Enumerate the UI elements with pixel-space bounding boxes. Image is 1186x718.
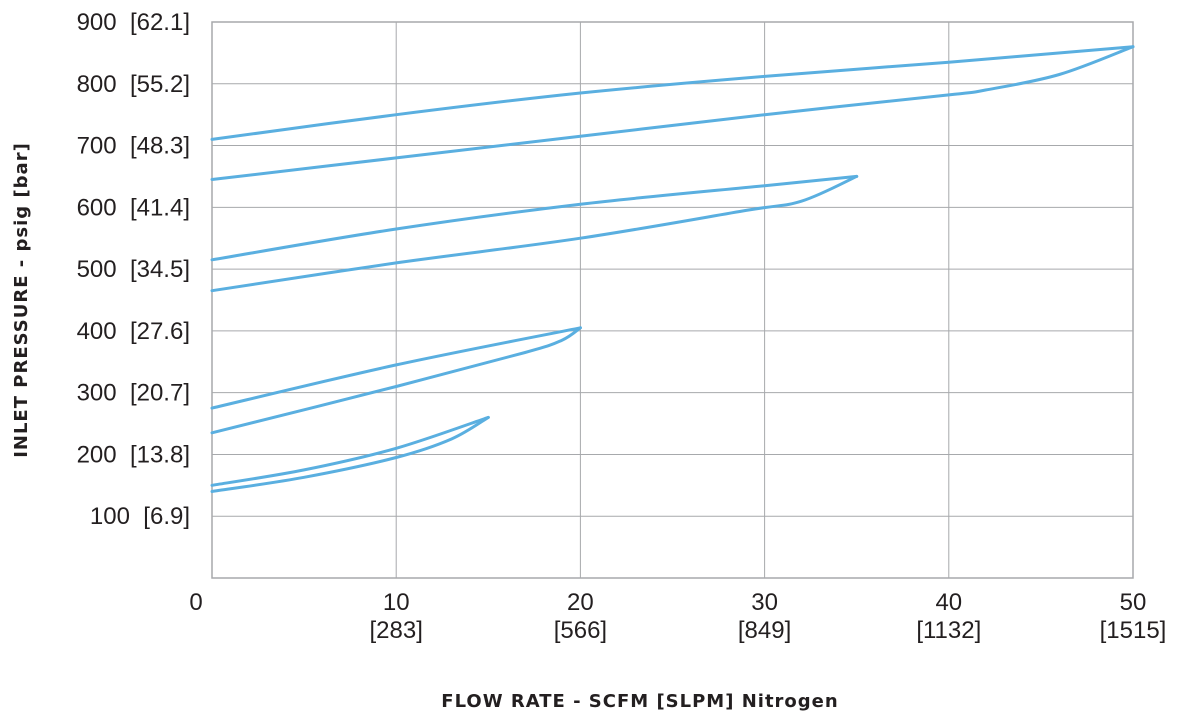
y-tick-label: 600 [41.4] xyxy=(77,194,190,221)
x-tick-label: 20 xyxy=(567,589,594,616)
x-tick-sublabel: [1515] xyxy=(1100,617,1167,644)
series-line-1 xyxy=(210,415,490,487)
y-tick-label: 900 [62.1] xyxy=(77,9,190,36)
y-axis-title: INLET PRESSURE - psig [bar] xyxy=(11,142,32,458)
y-tick-label: 700 [48.3] xyxy=(77,133,190,160)
x-tick-label: 10 xyxy=(383,589,410,616)
x-tick-label: 50 xyxy=(1120,589,1147,616)
x-tick-label: 40 xyxy=(935,589,962,616)
series-line-5 xyxy=(210,174,859,262)
y-tick-label: 400 [27.6] xyxy=(77,318,190,345)
x-axis-title: FLOW RATE - SCFM [SLPM] Nitrogen xyxy=(441,691,838,712)
x-tick-label: 30 xyxy=(751,589,778,616)
x-tick-labels: 0 10[283] 20[566] 30[849] 40[1132] 50[1515] xyxy=(189,589,1166,644)
x-tick-sublabel: [849] xyxy=(738,617,791,644)
grid-lines xyxy=(212,21,1133,578)
x-tick-sublabel: [566] xyxy=(554,617,607,644)
x-tick-sublabel: [1132] xyxy=(916,617,981,644)
series-line-4 xyxy=(210,326,582,435)
x-tick-label: 0 xyxy=(189,589,202,616)
series-line-2 xyxy=(210,415,490,493)
y-tick-labels: 100 [6.9] 200 [13.8] 300 [20.7] 400 [27.6] 5… xyxy=(77,9,190,530)
x-tick-sublabel: [283] xyxy=(370,617,423,644)
series-line-8 xyxy=(210,45,1135,181)
y-tick-label: 500 [34.5] xyxy=(77,256,190,283)
y-tick-label: 300 [20.7] xyxy=(77,380,190,407)
series-line-6 xyxy=(210,174,859,293)
y-tick-label: 200 [13.8] xyxy=(77,441,190,468)
series-line-3 xyxy=(210,326,582,410)
y-tick-label: 800 [55.2] xyxy=(77,71,190,98)
plot-frame xyxy=(211,21,1134,579)
y-tick-label: 100 [6.9] xyxy=(90,503,190,530)
curve-series xyxy=(210,45,1135,493)
series-line-7 xyxy=(210,45,1135,141)
